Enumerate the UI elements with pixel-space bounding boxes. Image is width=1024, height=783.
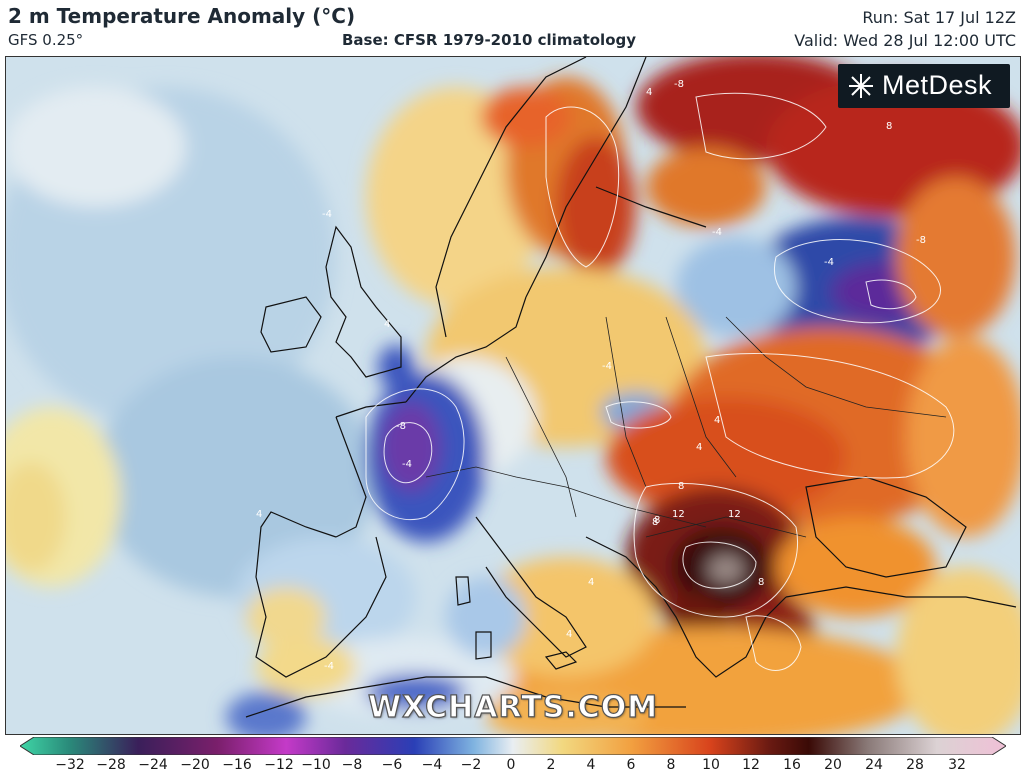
colorbar-tick: −10 bbox=[301, 757, 331, 773]
coastlines bbox=[245, 57, 1017, 718]
colorbar-tick: −24 bbox=[138, 757, 168, 773]
colorbar-tick: −16 bbox=[222, 757, 252, 773]
contour-label: -8 bbox=[916, 235, 926, 246]
colorbar-tick: 20 bbox=[824, 757, 842, 773]
contour-label: -8 bbox=[674, 79, 684, 90]
contour-label: 4 bbox=[714, 415, 720, 426]
contour-label: 8 bbox=[886, 121, 892, 132]
map-canvas: 4 -4 -4 -8 -4 4 -4 -8 -4 4 4 8 8 12 12 8… bbox=[6, 57, 1020, 734]
contour-label-group: 4 -4 -4 -8 -4 4 -4 -8 -4 4 4 8 8 12 12 8… bbox=[256, 79, 926, 672]
colorbar-tick: 28 bbox=[906, 757, 924, 773]
colorbar-labels: −32 −28 −24 −20 −16 −12 −10 −8 −6 −4 −2 … bbox=[0, 757, 1024, 779]
colorbar-tick: −6 bbox=[381, 757, 403, 773]
model-label: GFS 0.25° bbox=[8, 31, 84, 49]
colorbar-tick: 32 bbox=[948, 757, 966, 773]
contour-label: 8 bbox=[652, 517, 658, 528]
contour-label: 8 bbox=[654, 515, 660, 526]
colorbar-tick: −2 bbox=[460, 757, 482, 773]
wxcharts-watermark: WXCHARTS.COM bbox=[367, 689, 659, 725]
map-title: 2 m Temperature Anomaly (°C) bbox=[8, 4, 356, 28]
contour-label: -4 bbox=[824, 257, 834, 268]
contour-label: 4 bbox=[588, 577, 594, 588]
colorbar-tick: −12 bbox=[264, 757, 294, 773]
colorbar-tick: 12 bbox=[742, 757, 760, 773]
contour-label: 4 bbox=[256, 509, 262, 520]
colorbar-tick: 24 bbox=[865, 757, 883, 773]
metdesk-logo-icon bbox=[849, 74, 873, 98]
contour-label: -4 bbox=[402, 459, 412, 470]
contour-label: 4 bbox=[696, 442, 702, 453]
colorbar-tick: −32 bbox=[55, 757, 85, 773]
colorbar-tick: 0 bbox=[506, 757, 516, 773]
valid-time-label: Valid: Wed 28 Jul 12:00 UTC bbox=[794, 31, 1016, 50]
colorbar bbox=[19, 736, 1007, 756]
colorbar-tick: −4 bbox=[421, 757, 443, 773]
contour-label: 8 bbox=[758, 577, 764, 588]
colorbar-tick: 8 bbox=[666, 757, 676, 773]
contour-lines bbox=[365, 92, 955, 671]
anomaly-field bbox=[6, 57, 1020, 734]
metdesk-logo: MetDesk bbox=[838, 64, 1010, 108]
colorbar-gradient bbox=[19, 736, 1007, 756]
colorbar-tick: 4 bbox=[586, 757, 596, 773]
colorbar-tick: 2 bbox=[546, 757, 556, 773]
contour-label: -4 bbox=[324, 661, 334, 672]
colorbar-tick: 10 bbox=[702, 757, 720, 773]
chart-header: 2 m Temperature Anomaly (°C) GFS 0.25° B… bbox=[0, 0, 1024, 56]
contour-label: 12 bbox=[728, 509, 741, 520]
contour-label: -8 bbox=[396, 421, 406, 432]
temperature-anomaly-map: 4 -4 -4 -8 -4 4 -4 -8 -4 4 4 8 8 12 12 8… bbox=[5, 56, 1021, 735]
country-borders bbox=[425, 316, 947, 538]
colorbar-tick: −20 bbox=[180, 757, 210, 773]
contour-label: -4 bbox=[322, 209, 332, 220]
contour-label: 12 bbox=[672, 509, 685, 520]
contour-label: -4 bbox=[712, 227, 722, 238]
colorbar-tick: −28 bbox=[96, 757, 126, 773]
colorbar-svg bbox=[19, 736, 1007, 756]
contour-label: 4 bbox=[646, 87, 652, 98]
run-time-label: Run: Sat 17 Jul 12Z bbox=[862, 8, 1016, 27]
contour-label: 8 bbox=[678, 481, 684, 492]
contour-label: -4 bbox=[602, 361, 612, 372]
colorbar-tick: 16 bbox=[783, 757, 801, 773]
colorbar-tick: −8 bbox=[341, 757, 363, 773]
colorbar-tick: 6 bbox=[626, 757, 636, 773]
metdesk-logo-text: MetDesk bbox=[882, 70, 993, 100]
climatology-base-label: Base: CFSR 1979-2010 climatology bbox=[342, 31, 637, 49]
contour-label: 4 bbox=[384, 319, 390, 330]
contour-label: 4 bbox=[566, 629, 572, 640]
